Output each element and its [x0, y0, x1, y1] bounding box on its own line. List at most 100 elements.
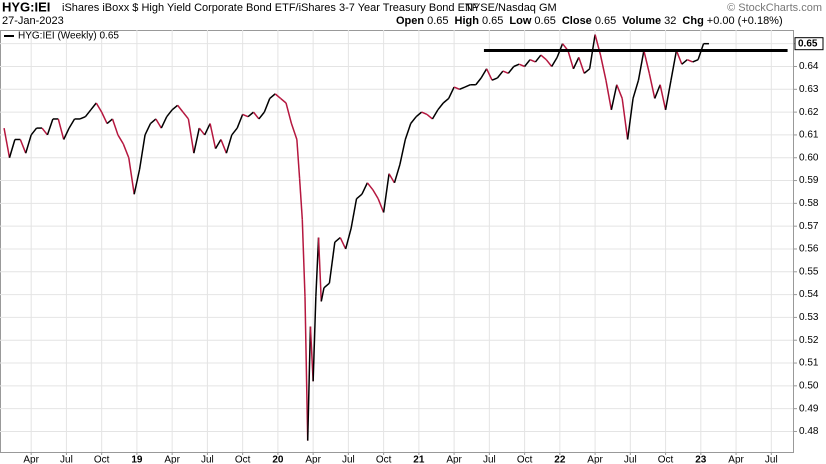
quote-label: High: [455, 15, 480, 27]
last-value-label: 0.65: [798, 38, 818, 49]
price-segment: [442, 97, 450, 104]
price-segment: [643, 50, 651, 74]
price-segment: [459, 86, 466, 90]
price-segment: [551, 56, 558, 67]
price-segment: [306, 326, 312, 441]
price-segment: [187, 118, 195, 154]
price-segment: [491, 77, 498, 81]
price-segment: [323, 282, 330, 289]
price-segment: [247, 111, 254, 118]
price-segment: [675, 50, 683, 65]
price-segment: [334, 237, 341, 243]
quote-value: +0.00 (+0.18%): [707, 15, 783, 27]
x-tick-label: 23: [695, 455, 707, 464]
price-segment: [304, 296, 309, 441]
price-segment: [377, 198, 385, 213]
x-tick-label: Oct: [658, 455, 674, 464]
y-tick-label: 0.52: [799, 335, 819, 346]
y-tick-label: 0.60: [799, 152, 819, 163]
price-segment: [605, 80, 613, 110]
price-segment: [437, 102, 444, 111]
price-segment: [344, 228, 352, 250]
price-segment: [475, 77, 482, 86]
x-tick-label: 21: [413, 455, 425, 464]
y-tick-label: 0.63: [799, 84, 819, 95]
y-tick-label: 0.58: [799, 198, 819, 209]
price-segment: [361, 182, 369, 195]
copyright: © StockCharts.com: [727, 2, 822, 14]
price-segment: [415, 111, 423, 118]
price-segment: [298, 178, 304, 220]
price-segment: [567, 50, 575, 69]
price-segment: [19, 139, 27, 154]
price-segment: [372, 189, 379, 200]
price-segment: [529, 58, 536, 63]
y-tick-label: 0.62: [799, 107, 819, 118]
quote-value: 0.65: [482, 15, 503, 27]
price-segment: [621, 98, 629, 140]
legend-label: HYG:IEI (Weekly) 0.65: [18, 31, 119, 42]
price-segment: [404, 123, 412, 140]
price-segment: [155, 118, 162, 129]
price-segment: [290, 123, 298, 140]
price-segment: [252, 111, 260, 120]
price-segment: [664, 80, 672, 110]
price-segment: [421, 111, 428, 116]
y-tick-label: 0.56: [799, 244, 819, 255]
y-tick-label: 0.48: [799, 426, 819, 437]
quote-label: Open: [396, 15, 424, 27]
price-segment: [502, 70, 509, 75]
price-segment: [198, 127, 206, 136]
price-segment: [166, 109, 173, 118]
price-segment: [301, 219, 306, 297]
x-tick-label: Jul: [201, 455, 214, 464]
quote-label: Chg: [682, 15, 703, 27]
x-tick-label: Jul: [60, 455, 73, 464]
x-tick-label: Apr: [728, 455, 744, 464]
plot-area: [0, 30, 794, 453]
price-segment: [95, 102, 103, 113]
price-segment: [231, 127, 238, 136]
price-segment: [426, 113, 433, 120]
y-tick-label: 0.53: [799, 312, 819, 323]
price-segment: [545, 59, 553, 67]
quote-label: Close: [562, 15, 592, 27]
x-tick-label: Oct: [376, 455, 392, 464]
x-tick-label: Jul: [342, 455, 355, 464]
price-segment: [25, 134, 32, 154]
price-segment: [138, 134, 146, 170]
y-tick-label: 0.61: [799, 130, 819, 141]
x-tick-label: Oct: [235, 455, 251, 464]
y-tick-label: 0.59: [799, 175, 819, 186]
price-segment: [242, 113, 249, 118]
price-segment: [63, 127, 70, 140]
x-tick-label: 22: [554, 455, 566, 464]
x-tick-label: Apr: [587, 455, 603, 464]
price-segment: [315, 237, 320, 297]
quote-value: 0.65: [595, 15, 616, 27]
price-segment: [149, 118, 157, 125]
price-segment: [209, 123, 217, 149]
price-segment: [133, 168, 141, 195]
price-segment: [572, 57, 580, 70]
price-segment: [122, 143, 130, 159]
price-segment: [399, 139, 407, 165]
quote-label: Volume: [622, 15, 661, 27]
price-segment: [258, 111, 265, 120]
price-segment: [236, 114, 244, 129]
y-tick-label: 0.64: [799, 61, 819, 72]
price-segment: [670, 50, 678, 81]
price-segment: [382, 173, 390, 213]
price-segment: [616, 84, 623, 99]
price-segment: [659, 84, 667, 110]
price-segment: [68, 118, 76, 129]
price-segment: [176, 104, 184, 113]
price-segment: [524, 59, 531, 67]
price-segment: [654, 84, 661, 99]
price-segment: [686, 58, 693, 63]
quote: Open 0.65 High 0.65 Low 0.65 Close 0.65 Volume 32…: [396, 15, 783, 27]
x-tick-label: Apr: [23, 455, 39, 464]
price-segment: [626, 98, 634, 140]
x-tick-label: Jul: [765, 455, 778, 464]
